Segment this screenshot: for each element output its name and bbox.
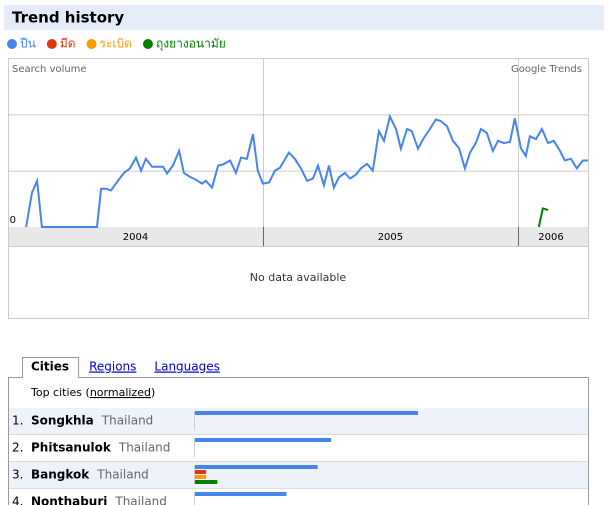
- city-bar: [195, 475, 207, 479]
- city: Nonthaburi: [31, 495, 107, 505]
- tab[interactable]: Cities: [22, 357, 80, 379]
- city: Songkhla: [31, 414, 94, 428]
- x-tick-label: 2004: [123, 232, 148, 243]
- country: Thailand: [96, 468, 149, 482]
- city-bar: [195, 438, 332, 442]
- legend-label: ถุงยางอนามัย: [156, 37, 226, 52]
- city: Phitsanulok: [31, 441, 112, 455]
- legend-dot: [86, 39, 97, 49]
- rank: 4.: [12, 495, 23, 505]
- normalized-link[interactable]: normalized: [90, 386, 151, 399]
- legend-label: ระเบิด: [100, 37, 132, 51]
- rank: 3.: [12, 468, 23, 482]
- x-axis-band: [9, 227, 588, 246]
- caption: Top cities (: [30, 386, 90, 399]
- tab-label[interactable]: Languages: [154, 360, 219, 374]
- trend-line: [537, 207, 549, 228]
- legend-label: ปืน: [19, 37, 35, 51]
- empty-note: No data available: [250, 271, 347, 284]
- rank: 2.: [12, 441, 23, 455]
- legend-label: มีด: [60, 37, 76, 51]
- tab-border: [22, 357, 80, 378]
- tab-label[interactable]: Cities: [31, 360, 69, 374]
- header-title: Trend history: [12, 9, 124, 27]
- city: Bangkok: [31, 468, 90, 482]
- tab[interactable]: Regions: [89, 360, 136, 374]
- y-label: Search volume: [12, 64, 87, 75]
- trend-line: [25, 113, 588, 228]
- x-tick-label: 2005: [378, 232, 403, 243]
- top-cities: Top cities (normalized): [30, 386, 155, 399]
- tab-label[interactable]: Regions: [89, 360, 136, 374]
- header-bar: [4, 5, 604, 30]
- city-bar: [195, 465, 318, 469]
- y-tick-label: 0: [10, 215, 16, 226]
- city-bar: [195, 470, 207, 474]
- rank: 1.: [12, 414, 23, 428]
- legend-dot: [7, 39, 17, 49]
- tab[interactable]: Languages: [154, 360, 219, 374]
- country: Thailand: [118, 441, 171, 455]
- x-tick-label: 2006: [538, 232, 563, 243]
- country: Thailand: [101, 414, 154, 428]
- legend-dot: [46, 39, 57, 49]
- caption: ): [151, 386, 155, 399]
- brand: Google Trends: [511, 64, 582, 75]
- legend-dot: [142, 39, 153, 49]
- city-bar: [195, 480, 218, 484]
- country: Thailand: [114, 495, 167, 505]
- city-bar: [195, 411, 418, 415]
- city-bar: [195, 492, 287, 496]
